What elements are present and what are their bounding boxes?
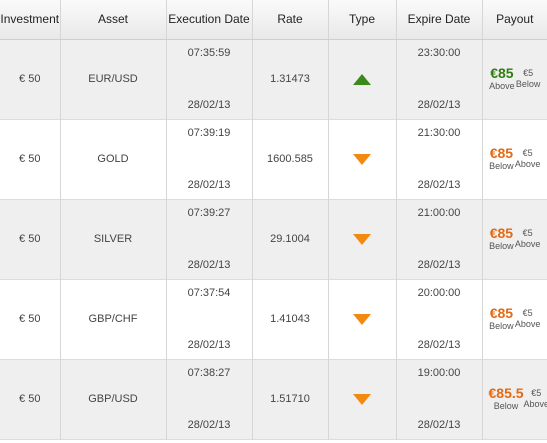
- asset-cell: GOLD: [60, 119, 167, 199]
- expire-date-cell: 19:00:00 28/02/13: [396, 359, 483, 439]
- expire-time: 23:30:00: [417, 47, 461, 59]
- alt-direction: Above: [514, 239, 541, 249]
- header-payout[interactable]: Payout: [482, 0, 547, 40]
- alt-direction: Above: [523, 399, 547, 409]
- asset-cell: SILVER: [60, 199, 167, 279]
- execution-date-cell: 07:39:27 28/02/13: [166, 199, 253, 279]
- expire-time: 21:30:00: [417, 127, 461, 139]
- execution-date-cell: 07:39:19 28/02/13: [166, 119, 253, 199]
- payout-cell: €85 Below €5 Above: [482, 119, 547, 199]
- payout-cell: €85.5 Below €5 Above: [482, 359, 547, 439]
- investment-cell: € 50: [0, 199, 61, 279]
- up-triangle-icon: [353, 73, 371, 85]
- execution-time: 07:39:19: [187, 127, 231, 139]
- execution-day: 28/02/13: [187, 179, 231, 191]
- rate-cell: 29.1004: [252, 199, 329, 279]
- expire-date-cell: 23:30:00 28/02/13: [396, 39, 483, 119]
- table-row[interactable]: € 50 GBP/USD 07:38:27 28/02/13 1.51710 19…: [0, 359, 547, 439]
- down-triangle-icon: [353, 153, 371, 165]
- rate-cell: 1600.585: [252, 119, 329, 199]
- execution-date-cell: 07:37:54 28/02/13: [166, 279, 253, 359]
- alt-amount: €5: [523, 68, 534, 78]
- payout-amount: €85.5: [488, 385, 524, 401]
- down-triangle-icon: [353, 313, 371, 325]
- rate-cell: 1.31473: [252, 39, 329, 119]
- payout-direction: Above: [489, 81, 515, 91]
- expire-date-cell: 21:30:00 28/02/13: [396, 119, 483, 199]
- header-asset[interactable]: Asset: [60, 0, 167, 40]
- table-header-row: Investment Asset Execution Date Rate Typ…: [0, 0, 547, 40]
- payout-cell: €85 Below €5 Above: [482, 279, 547, 359]
- type-cell: [328, 279, 397, 359]
- table-row[interactable]: € 50 SILVER 07:39:27 28/02/13 29.1004 21:…: [0, 199, 547, 279]
- execution-time: 07:38:27: [187, 367, 231, 379]
- execution-day: 28/02/13: [187, 259, 231, 271]
- alt-direction: Above: [514, 319, 541, 329]
- down-triangle-icon: [353, 233, 371, 245]
- execution-date-cell: 07:38:27 28/02/13: [166, 359, 253, 439]
- rate-cell: 1.51710: [252, 359, 329, 439]
- expire-date-cell: 20:00:00 28/02/13: [396, 279, 483, 359]
- asset-cell: EUR/USD: [60, 39, 167, 119]
- payout-amount: €85: [489, 145, 514, 161]
- header-expire-date[interactable]: Expire Date: [396, 0, 483, 40]
- down-triangle-icon: [353, 393, 371, 405]
- execution-time: 07:37:54: [187, 287, 231, 299]
- alt-amount: €5: [522, 228, 533, 238]
- header-investment[interactable]: Investment: [0, 0, 61, 40]
- rate-cell: 1.41043: [252, 279, 329, 359]
- expire-time: 19:00:00: [417, 367, 461, 379]
- payout-direction: Below: [493, 401, 519, 411]
- execution-date-cell: 07:35:59 28/02/13: [166, 39, 253, 119]
- type-cell: [328, 199, 397, 279]
- execution-time: 07:35:59: [187, 47, 231, 59]
- investment-cell: € 50: [0, 359, 61, 439]
- expire-date-cell: 21:00:00 28/02/13: [396, 199, 483, 279]
- alt-direction: Above: [514, 159, 541, 169]
- expire-day: 28/02/13: [417, 99, 461, 111]
- table-row[interactable]: € 50 GBP/CHF 07:37:54 28/02/13 1.41043 20…: [0, 279, 547, 359]
- asset-cell: GBP/CHF: [60, 279, 167, 359]
- payout-direction: Below: [489, 321, 514, 331]
- payout-cell: €85 Below €5 Above: [482, 199, 547, 279]
- table-row[interactable]: € 50 EUR/USD 07:35:59 28/02/13 1.31473 23…: [0, 39, 547, 119]
- payout-amount: €85: [490, 65, 514, 81]
- execution-day: 28/02/13: [187, 99, 231, 111]
- alt-amount: €5: [531, 388, 542, 398]
- execution-day: 28/02/13: [187, 339, 231, 351]
- alt-direction: Below: [515, 79, 541, 89]
- asset-cell: GBP/USD: [60, 359, 167, 439]
- header-execution-date[interactable]: Execution Date: [166, 0, 253, 40]
- expire-time: 20:00:00: [417, 287, 461, 299]
- payout-cell: €85 Above €5 Below: [482, 39, 547, 119]
- type-cell: [328, 39, 397, 119]
- alt-amount: €5: [522, 308, 533, 318]
- payout-direction: Below: [489, 241, 514, 251]
- expire-day: 28/02/13: [417, 259, 461, 271]
- execution-day: 28/02/13: [187, 419, 231, 431]
- expire-time: 21:00:00: [417, 207, 461, 219]
- investment-cell: € 50: [0, 39, 61, 119]
- expire-day: 28/02/13: [417, 179, 461, 191]
- payout-amount: €85: [489, 225, 514, 241]
- header-type[interactable]: Type: [328, 0, 397, 40]
- table-row[interactable]: € 50 GOLD 07:39:19 28/02/13 1600.585 21:3…: [0, 119, 547, 199]
- header-rate[interactable]: Rate: [252, 0, 329, 40]
- type-cell: [328, 119, 397, 199]
- payout-direction: Below: [489, 161, 514, 171]
- payout-amount: €85: [489, 305, 514, 321]
- alt-amount: €5: [522, 148, 533, 158]
- investment-cell: € 50: [0, 279, 61, 359]
- expire-day: 28/02/13: [417, 419, 461, 431]
- execution-time: 07:39:27: [187, 207, 231, 219]
- investment-cell: € 50: [0, 119, 61, 199]
- expire-day: 28/02/13: [417, 339, 461, 351]
- type-cell: [328, 359, 397, 439]
